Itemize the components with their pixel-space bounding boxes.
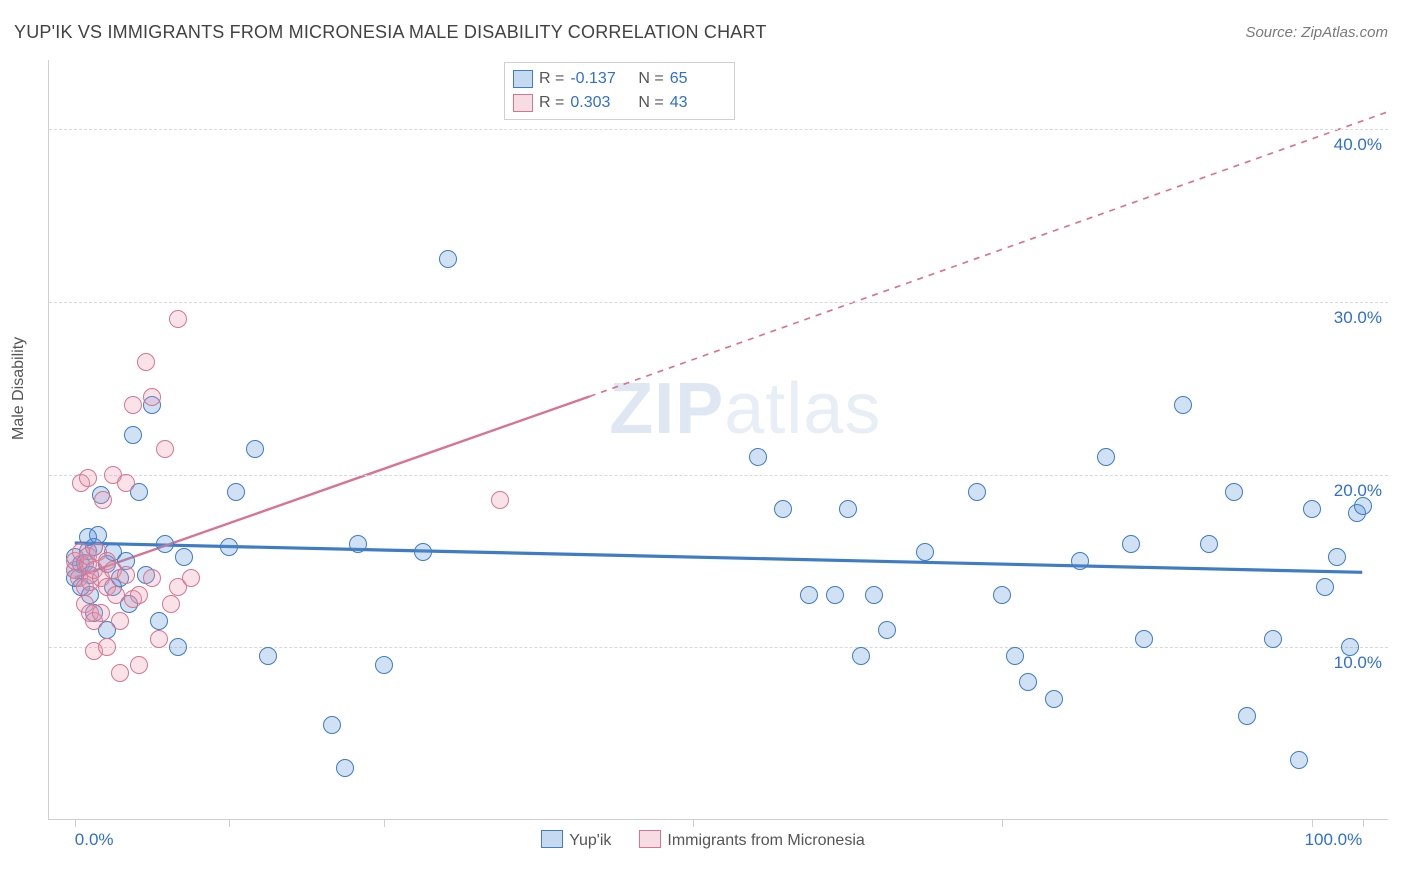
data-point-yupik — [1071, 552, 1089, 570]
data-point-yupik — [968, 483, 986, 501]
data-point-yupik — [336, 759, 354, 777]
data-point-yupik — [1341, 638, 1359, 656]
data-point-micronesia — [130, 586, 148, 604]
x-tick — [75, 819, 76, 827]
data-point-micronesia — [98, 638, 116, 656]
data-point-yupik — [1174, 396, 1192, 414]
data-point-yupik — [1225, 483, 1243, 501]
data-point-yupik — [916, 543, 934, 561]
chart-title: YUP'IK VS IMMIGRANTS FROM MICRONESIA MAL… — [14, 22, 767, 43]
data-point-micronesia — [156, 440, 174, 458]
data-point-yupik — [323, 716, 341, 734]
trend-line-yupik — [75, 543, 1363, 572]
data-point-micronesia — [143, 569, 161, 587]
gridline — [49, 647, 1388, 648]
data-point-yupik — [1006, 647, 1024, 665]
data-point-micronesia — [111, 664, 129, 682]
data-point-yupik — [150, 612, 168, 630]
data-point-micronesia — [182, 569, 200, 587]
data-point-yupik — [865, 586, 883, 604]
data-point-yupik — [414, 543, 432, 561]
data-point-yupik — [774, 500, 792, 518]
data-point-yupik — [1135, 630, 1153, 648]
data-point-yupik — [1290, 751, 1308, 769]
data-point-yupik — [1045, 690, 1063, 708]
data-point-micronesia — [107, 586, 125, 604]
x-tick — [1312, 819, 1313, 827]
watermark: ZIPatlas — [609, 368, 881, 450]
data-point-micronesia — [124, 396, 142, 414]
x-tick — [384, 819, 385, 827]
scatter-plot: ZIPatlas R =-0.137N =65R =0.303N =43 10.… — [48, 60, 1388, 820]
data-point-yupik — [169, 638, 187, 656]
data-point-yupik — [993, 586, 1011, 604]
data-point-yupik — [1122, 535, 1140, 553]
data-point-yupik — [124, 426, 142, 444]
data-point-yupik — [1238, 707, 1256, 725]
data-point-yupik — [1264, 630, 1282, 648]
y-tick-label: 40.0% — [1334, 135, 1382, 155]
trend-lines — [49, 60, 1388, 819]
data-point-yupik — [839, 500, 857, 518]
data-point-micronesia — [79, 469, 97, 487]
legend-item-yupik: Yup'ik — [541, 832, 611, 849]
data-point-yupik — [1200, 535, 1218, 553]
y-tick-label: 10.0% — [1334, 653, 1382, 673]
data-point-yupik — [1316, 578, 1334, 596]
data-point-yupik — [1019, 673, 1037, 691]
data-point-micronesia — [94, 491, 112, 509]
data-point-yupik — [749, 448, 767, 466]
data-point-micronesia — [150, 630, 168, 648]
trend-line-micronesia — [75, 396, 590, 577]
legend-item-micronesia: Immigrants from Micronesia — [639, 832, 864, 849]
data-point-micronesia — [143, 388, 161, 406]
data-point-yupik — [1303, 500, 1321, 518]
y-axis-label: Male Disability — [10, 337, 28, 440]
series-legend: Yup'ik Immigrants from Micronesia — [0, 830, 1406, 850]
correlation-legend: R =-0.137N =65R =0.303N =43 — [504, 62, 735, 120]
data-point-micronesia — [130, 656, 148, 674]
x-tick — [1363, 819, 1364, 827]
data-point-yupik — [826, 586, 844, 604]
x-tick — [693, 819, 694, 827]
gridline — [49, 129, 1388, 130]
data-point-micronesia — [162, 595, 180, 613]
data-point-yupik — [156, 535, 174, 553]
trend-line-ext-micronesia — [590, 112, 1388, 397]
data-point-yupik — [375, 656, 393, 674]
data-point-yupik — [349, 535, 367, 553]
data-point-yupik — [1097, 448, 1115, 466]
data-point-yupik — [439, 250, 457, 268]
x-tick — [1002, 819, 1003, 827]
data-point-yupik — [878, 621, 896, 639]
data-point-yupik — [852, 647, 870, 665]
data-point-yupik — [1328, 548, 1346, 566]
data-point-yupik — [246, 440, 264, 458]
data-point-yupik — [1354, 497, 1372, 515]
data-point-micronesia — [92, 604, 110, 622]
data-point-yupik — [259, 647, 277, 665]
data-point-yupik — [220, 538, 238, 556]
data-point-micronesia — [137, 353, 155, 371]
data-point-yupik — [227, 483, 245, 501]
data-point-micronesia — [491, 491, 509, 509]
x-tick — [229, 819, 230, 827]
data-point-yupik — [175, 548, 193, 566]
data-point-micronesia — [117, 566, 135, 584]
legend-row-yupik: R =-0.137N =65 — [513, 67, 724, 91]
gridline — [49, 475, 1388, 476]
data-point-micronesia — [111, 612, 129, 630]
data-point-yupik — [800, 586, 818, 604]
legend-row-micronesia: R =0.303N =43 — [513, 91, 724, 115]
data-point-micronesia — [169, 310, 187, 328]
source-label: Source: ZipAtlas.com — [1245, 24, 1388, 41]
data-point-micronesia — [117, 474, 135, 492]
gridline — [49, 302, 1388, 303]
y-tick-label: 30.0% — [1334, 308, 1382, 328]
data-point-yupik — [89, 526, 107, 544]
